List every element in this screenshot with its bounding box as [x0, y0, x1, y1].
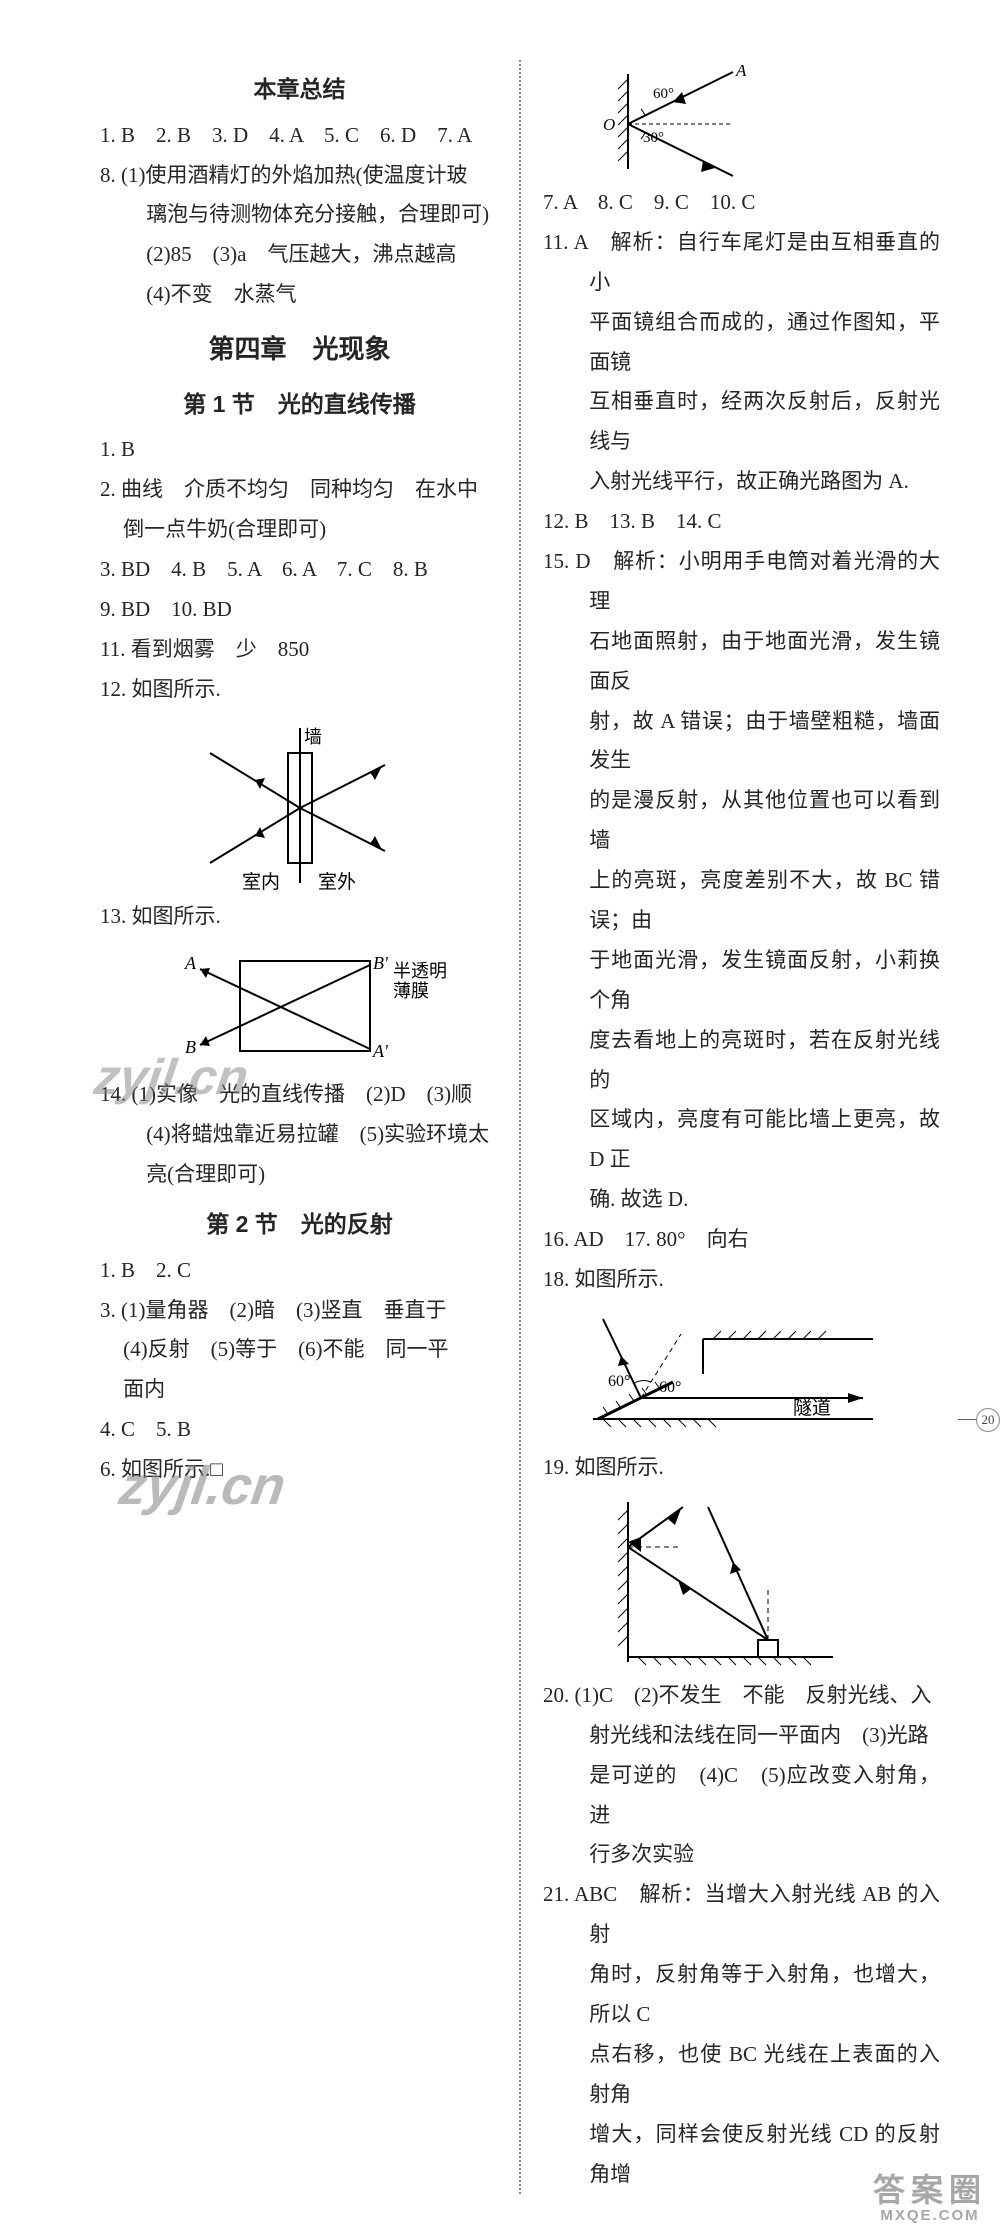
outdoor-label: 室外	[318, 871, 356, 893]
answer-continuation: 于地面光滑，发生镜面反射，小莉换个角	[543, 941, 940, 1021]
angle1-label: 60°	[608, 1373, 630, 1390]
answer-line: 18. 如图所示.	[543, 1260, 940, 1300]
badge-subtitle: MXQE.COM	[870, 2207, 990, 2224]
answer-line: 19. 如图所示.	[543, 1448, 940, 1488]
answer-line: 9. BD 10. BD	[100, 590, 499, 630]
answer-continuation: 上的亮斑，亮度差别不大，故 BC 错误；由	[543, 861, 940, 941]
answer-continuation: 面内	[100, 1370, 499, 1410]
answer-continuation: 倒一点牛奶(合理即可)	[100, 510, 499, 550]
page-number: 20	[976, 1408, 1000, 1432]
answer-line: 16. AD 17. 80° 向右	[543, 1220, 940, 1260]
answer-continuation: 射，故 A 错误；由于墙壁粗糙，墙面发生	[543, 702, 940, 782]
angle-30: 30°	[643, 130, 664, 146]
answer-line: 20. (1)C (2)不发生 不能 反射光线、入	[543, 1676, 940, 1716]
section2-title: 第 2 节 光的反射	[100, 1203, 499, 1247]
tunnel-label: 隧道	[793, 1397, 831, 1419]
answer-continuation: (2)85 (3)a 气压越大，沸点越高	[100, 235, 499, 275]
angle2-label: 60°	[659, 1379, 681, 1396]
label-A: A	[735, 64, 747, 80]
film-label-1: 半透明	[393, 961, 447, 981]
right-column: O A 60° 30° 7. A 8. C 9. C 10. C 11. A 解…	[519, 60, 940, 2194]
answer-continuation: 射光线和法线在同一平面内 (3)光路	[543, 1716, 940, 1756]
answer-continuation: 互相垂直时，经两次反射后，反射光线与	[543, 382, 940, 462]
answer-line: 7. A 8. C 9. C 10. C	[543, 183, 940, 223]
answer-line: 3. BD 4. B 5. A 6. A 7. C 8. B	[100, 550, 499, 590]
angle-60: 60°	[653, 86, 674, 102]
answer-line: 3. (1)量角器 (2)暗 (3)竖直 垂直于	[100, 1291, 499, 1331]
answer-continuation: 确. 故选 D.	[543, 1180, 940, 1220]
page-number-bubble: —20	[958, 1408, 1000, 1432]
label-A: A	[184, 953, 197, 973]
answer-line: 1. B	[100, 430, 499, 470]
answer-line: 21. ABC 解析：当增大入射光线 AB 的入射	[543, 1875, 940, 1955]
answer-continuation: 度去看地上的亮斑时，若在反射光线的	[543, 1021, 940, 1101]
answer-line: 1. B 2. C	[100, 1251, 499, 1291]
answer-continuation: 增大，同样会使反射光线 CD 的反射角增	[543, 2115, 940, 2195]
answer-continuation: 璃泡与待测物体充分接触，合理即可)	[100, 195, 499, 235]
answer-continuation: 平面镜组合而成的，通过作图知，平面镜	[543, 303, 940, 383]
answer-continuation: 行多次实验	[543, 1835, 940, 1875]
summary-title: 本章总结	[100, 68, 499, 112]
answer-line: 2. 曲线 介质不均匀 同种均匀 在水中	[100, 470, 499, 510]
answer-continuation: 区域内，亮度有可能比墙上更亮，故 D 正	[543, 1100, 940, 1180]
answer-line: 12. B 13. B 14. C	[543, 502, 940, 542]
answer-line: 11. A 解析：自行车尾灯是由互相垂直的小	[543, 223, 940, 303]
film-label-2: 薄膜	[393, 981, 429, 1001]
answer-continuation: (4)反射 (5)等于 (6)不能 同一平	[100, 1330, 499, 1370]
label-Aprime: A'	[372, 1041, 389, 1061]
answer-continuation: (4)将蜡烛靠近易拉罐 (5)实验环境太	[100, 1115, 499, 1155]
answer-line: 15. D 解析：小明用手电筒对着光滑的大理	[543, 542, 940, 622]
answer-line: 8. (1)使用酒精灯的外焰加热(使温度计玻	[100, 156, 499, 196]
answer-line: 12. 如图所示.	[100, 670, 499, 710]
answer-continuation: 是可逆的 (4)C (5)应改变入射角，进	[543, 1756, 940, 1836]
section1-title: 第 1 节 光的直线传播	[100, 383, 499, 427]
answer-continuation: 角时，反射角等于入射角，也增大，所以 C	[543, 1955, 940, 2035]
answer-line: 4. C 5. B	[100, 1410, 499, 1450]
figure-12-diagram: 墙 室内 室外	[170, 713, 430, 893]
label-Bprime: B'	[373, 953, 389, 973]
chapter-title: 第四章 光现象	[100, 325, 499, 374]
answer-line: 11. 看到烟雾 少 850	[100, 630, 499, 670]
label-O: O	[603, 115, 615, 134]
figure-6-diagram: O A 60° 30°	[573, 64, 753, 179]
answer-line: 1. B 2. B 3. D 4. A 5. C 6. D 7. A	[100, 116, 499, 156]
answer-continuation: 石地面照射，由于地面光滑，发生镜面反	[543, 622, 940, 702]
figure-19-diagram	[583, 1492, 843, 1672]
answer-continuation: (4)不变 水蒸气	[100, 275, 499, 315]
left-column: 本章总结 1. B 2. B 3. D 4. A 5. C 6. D 7. A …	[100, 60, 499, 2194]
answer-line: 14. (1)实像 光的直线传播 (2)D (3)顺	[100, 1075, 499, 1115]
indoor-label: 室内	[242, 871, 280, 893]
answer-line: 13. 如图所示.	[100, 897, 499, 937]
answer-line: 6. 如图所示.□	[100, 1450, 499, 1490]
label-B: B	[185, 1037, 196, 1057]
answer-continuation: 的是漫反射，从其他位置也可以看到墙	[543, 781, 940, 861]
figure-18-diagram: 60° 60° 隧道	[563, 1304, 883, 1444]
answer-continuation: 亮(合理即可)	[100, 1155, 499, 1195]
figure-13-diagram: A B B' A' 半透明 薄膜	[150, 941, 450, 1071]
answer-continuation: 入射光线平行，故正确光路图为 A.	[543, 462, 940, 502]
answer-continuation: 点右移，也使 BC 光线在上表面的入射角	[543, 2035, 940, 2115]
wall-label: 墙	[304, 727, 322, 747]
